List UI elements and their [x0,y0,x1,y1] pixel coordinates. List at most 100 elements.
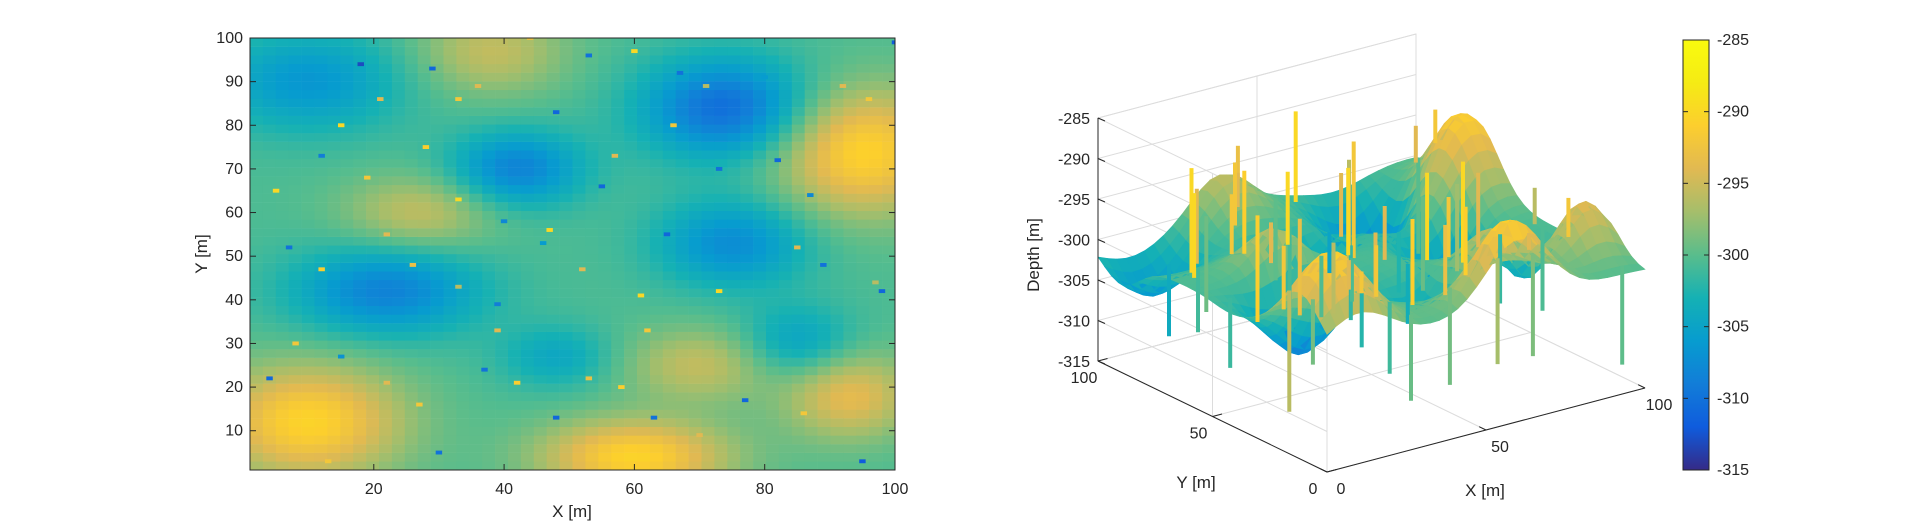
heatmap-cell [366,107,380,116]
heatmap-cell [340,340,354,350]
heatmap-cell [559,366,573,376]
heatmap-cell [843,297,857,307]
heatmap-cell [649,305,664,315]
heatmap-cell [533,72,548,82]
heatmap-cell [830,141,844,151]
heatmap-cell [611,124,625,134]
heatmap-cell [495,314,509,324]
heatmap-cell [869,426,883,436]
heatmap-cell [740,323,754,332]
heatmap-cell [495,357,509,367]
heatmap-cell [791,349,806,358]
heatmap-cell [662,383,677,393]
heatmap-cell [456,141,470,151]
heatmap-cell [250,219,264,229]
heatmap-cell [637,55,651,65]
heatmap-cell [533,271,548,281]
heatmap-cell [366,63,380,73]
heatmap-cell [314,461,328,470]
heatmap-cell [585,426,599,436]
heatmap-outlier-pixel [455,97,462,102]
heatmap-cell [753,81,767,91]
heatmap-cell [701,349,715,358]
heatmap-cell [843,81,857,91]
heatmap-cell [314,383,328,393]
heatmap-cell [340,55,354,65]
heatmap-cell [882,46,895,56]
heatmap-cell [456,444,470,453]
heatmap-cell [533,202,548,212]
heatmap-cell [817,400,831,410]
heatmap-cell [301,107,315,116]
heatmap-cell [856,392,870,402]
heatmap-cell [379,374,393,384]
heatmap-cell [804,228,818,237]
heatmap-cell [714,219,728,229]
heatmap-cell [250,262,264,272]
heatmap-cell [495,366,509,376]
heatmap-cell [262,383,277,393]
heatmap-cell [379,357,393,367]
heatmap-cell [869,38,883,47]
heatmap-cell [701,374,715,384]
heatmap-cell [714,133,728,142]
heatmap-cell [714,340,728,350]
heatmap-cell [469,331,483,341]
heatmap-cell [520,254,535,263]
heatmap-cell [830,392,844,402]
heatmap-cell [662,305,677,315]
heatmap-cell [572,63,586,73]
heatmap-cell [301,63,315,73]
heatmap-cell [843,202,857,212]
heatmap-cell [804,297,818,307]
heatmap-cell [327,383,341,393]
heatmap-cell [727,236,741,246]
heatmap-cell [701,98,715,108]
heatmap-cell [533,418,548,428]
heatmap-cell [404,349,419,358]
heatmap-cell [701,331,715,341]
heatmap-cell [508,202,522,212]
heatmap-cell [753,262,767,272]
heatmap-cell [688,245,702,255]
heatmap-cell [624,279,638,289]
heatmap-cell [649,418,664,428]
heatmap-cell [869,418,883,428]
heatmap-cell [714,444,728,453]
heatmap-cell [288,409,302,419]
heatmap-cell [262,418,277,428]
heatmap-cell [430,262,444,272]
heatmap-cell [288,262,302,272]
heatmap-cell [456,288,470,298]
heatmap-cell [817,124,831,134]
heatmap-cell [417,89,431,99]
heatmap-cell [740,366,754,376]
heatmap-cell [843,288,857,298]
heatmap-cell [572,150,586,160]
heatmap-cell [637,150,651,160]
heatmap-cell [533,366,548,376]
heatmap-outlier-pixel [364,175,371,180]
heatmap-cell [701,444,715,453]
heatmap-cell [572,323,586,332]
heatmap-cell [250,63,264,73]
heatmap-cell [340,357,354,367]
heatmap-cell [301,271,315,281]
heatmap-cell [882,38,895,47]
heatmap-cell [791,435,806,445]
heatmap-cell [701,63,715,73]
heatmap-cell [766,452,780,462]
heatmap-cell [288,81,302,91]
heatmap-cell [830,279,844,289]
heatmap-cell [727,245,741,255]
heatmap-cell [740,400,754,410]
heatmap-cell [843,435,857,445]
heatmap-cell [611,89,625,99]
heatmap-cell [714,305,728,315]
heatmap-cell [817,409,831,419]
heatmap-cell [340,236,354,246]
heatmap-cell [662,167,677,177]
heatmap-cell [843,305,857,315]
heatmap-cell [843,38,857,47]
heatmap-cell [714,176,728,186]
